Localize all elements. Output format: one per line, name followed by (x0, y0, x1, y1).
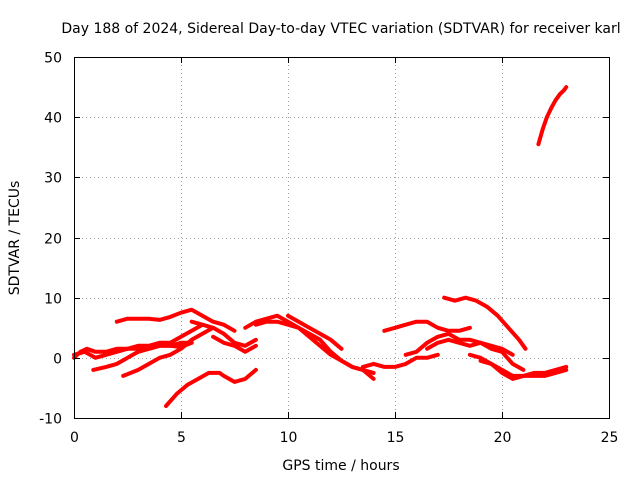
grid (74, 57, 609, 418)
series-line-arc-14 (403, 331, 515, 357)
series-line-arc-12 (360, 352, 440, 369)
chart-title: Day 188 of 2024, Sidereal Day-to-day VTE… (61, 21, 620, 37)
x-tick-label: 10 (280, 430, 298, 446)
x-tick-label: 0 (70, 430, 79, 446)
x-axis-label: GPS time / hours (282, 458, 399, 474)
y-tick-label: 0 (53, 352, 62, 368)
y-tick-label: 30 (44, 171, 62, 187)
series-line-arc-05 (121, 325, 216, 378)
y-tick-label: 50 (44, 51, 62, 67)
y-axis-label: SDTVAR / TECUs (7, 181, 23, 296)
x-tick-label: 5 (177, 430, 186, 446)
series-line-arc-10 (253, 319, 376, 381)
y-tick-label: 10 (44, 292, 62, 308)
x-tick-label: 20 (494, 430, 512, 446)
series-group (72, 85, 569, 408)
x-tick-label: 15 (387, 430, 405, 446)
series-line-arc-07 (189, 319, 258, 348)
y-tick-label: -10 (39, 412, 62, 428)
series-line-arc-03 (91, 340, 194, 372)
series-line-arc-04 (114, 307, 237, 333)
series-line-arc-08 (211, 334, 258, 354)
series-line-arc-01 (72, 322, 205, 360)
series-line-arc-13 (382, 319, 472, 333)
series-line-arc-19 (536, 85, 569, 147)
x-tick-label: 25 (601, 430, 619, 446)
y-tick-label: 20 (44, 232, 62, 248)
series-line-arc-06 (164, 367, 258, 408)
series-line-arc-16 (442, 295, 528, 351)
series-line-arc-15 (425, 337, 526, 372)
axis-ticks: 0 5 10 15 20 25 -10 0 10 20 30 40 50 (39, 51, 618, 447)
y-tick-label: 40 (44, 111, 62, 127)
series-line-arc-18 (478, 358, 569, 378)
series-line-arc-11 (286, 313, 344, 351)
